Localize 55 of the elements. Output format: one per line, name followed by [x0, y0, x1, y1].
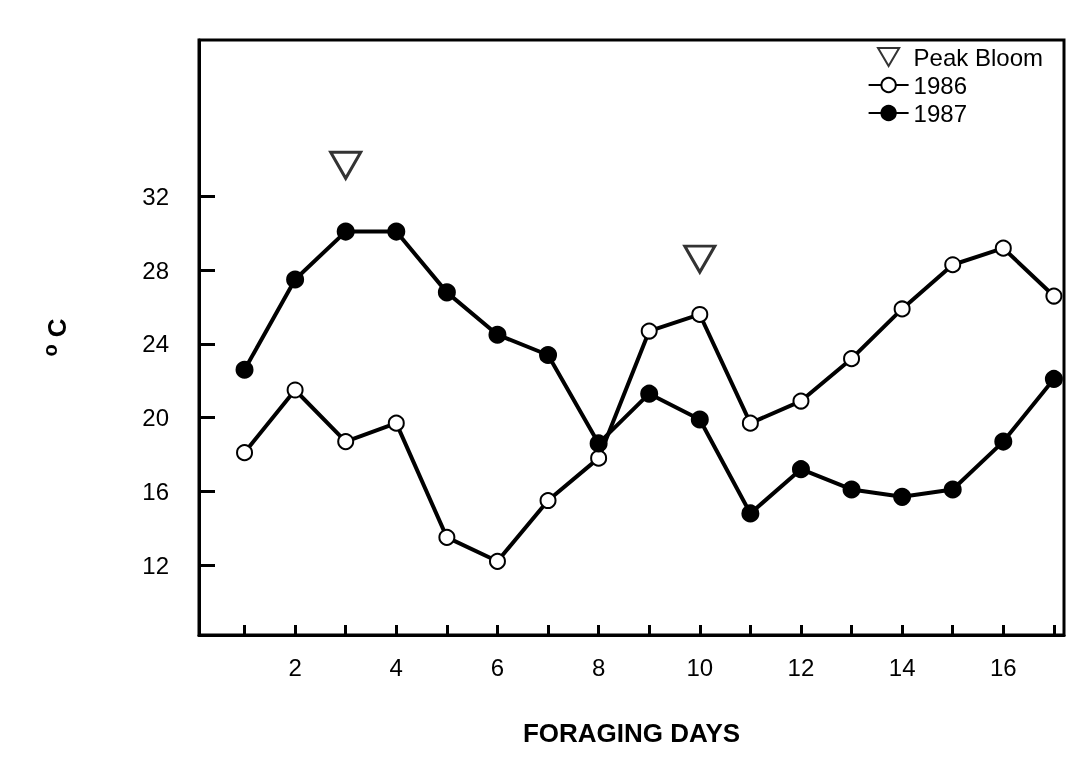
point — [943, 480, 962, 499]
x-tick-label: 14 — [888, 653, 916, 681]
point — [843, 350, 861, 368]
point — [437, 283, 456, 302]
point — [336, 222, 355, 241]
x-axis-title: FORAGING DAYS — [522, 718, 741, 748]
point — [691, 305, 709, 323]
point — [994, 239, 1012, 257]
point — [590, 449, 608, 467]
point — [539, 492, 557, 510]
y-tick-label: 24 — [142, 330, 169, 358]
point — [235, 360, 254, 379]
point — [286, 270, 305, 289]
point — [640, 384, 659, 403]
point — [589, 434, 608, 453]
point — [1045, 287, 1063, 305]
point — [1044, 369, 1063, 388]
x-tick-label: 6 — [490, 653, 505, 681]
point — [944, 256, 962, 274]
y-tick-label: 16 — [142, 477, 169, 505]
point — [488, 552, 506, 570]
y-tick-label: 28 — [142, 256, 169, 284]
x-tick-label: 12 — [787, 653, 815, 681]
point — [539, 346, 558, 364]
point — [438, 528, 456, 546]
legend-label: 1987 — [913, 99, 967, 127]
x-tick-label: 4 — [389, 653, 403, 681]
legend-label: 1986 — [913, 71, 967, 99]
point — [387, 222, 406, 241]
point — [893, 487, 912, 506]
point — [842, 480, 861, 499]
point — [337, 433, 355, 451]
point — [683, 244, 717, 274]
x-tick-label: 8 — [591, 653, 606, 681]
point — [690, 410, 709, 429]
y-tick-label: 32 — [142, 183, 169, 211]
y-tick-label: 12 — [142, 551, 169, 579]
y-axis-title: o C — [39, 318, 72, 357]
x-tick-label: 2 — [288, 653, 302, 681]
point — [488, 325, 507, 344]
legend-label: Peak Bloom — [913, 43, 1044, 71]
point — [893, 300, 911, 318]
x-tick-label: 16 — [989, 653, 1017, 681]
point — [286, 381, 304, 399]
point — [994, 432, 1013, 451]
point — [329, 150, 363, 180]
point — [792, 392, 810, 410]
y-tick-label: 20 — [142, 404, 169, 432]
point — [741, 414, 759, 432]
point — [387, 414, 405, 432]
point — [640, 322, 658, 340]
point — [236, 444, 254, 462]
point — [791, 460, 810, 479]
point — [741, 504, 760, 523]
x-tick-label: 10 — [686, 653, 714, 681]
